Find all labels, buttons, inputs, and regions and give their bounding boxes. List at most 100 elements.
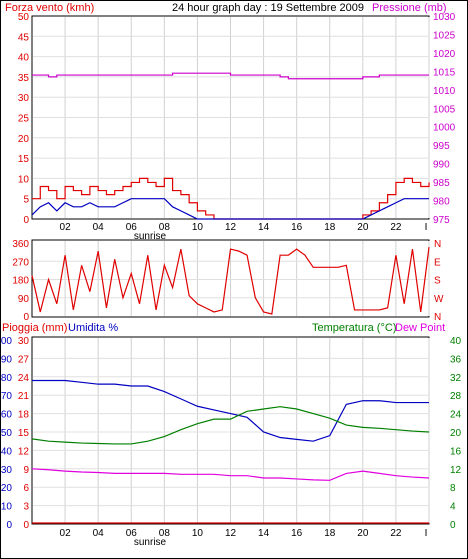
pressure-y-tick: 1030 [433, 12, 456, 23]
x-tick-label: 08 [159, 222, 171, 233]
x-tick-label: 02 [60, 222, 72, 233]
wind-y-tick: 45 [18, 32, 30, 43]
rain-y-tick: 6 [23, 483, 29, 494]
pressure-title: Pressione (mb) [372, 2, 447, 14]
humidity-y-tick: 0 [6, 520, 12, 531]
x-tick-label: 16 [291, 528, 303, 539]
humidity-y-tick: 60 [1, 410, 13, 421]
wind-y-tick: 10 [18, 174, 30, 185]
rain-y-tick: 27 [18, 354, 30, 365]
pressure-y-tick: 990 [433, 160, 450, 171]
x-tick-label: 06 [126, 528, 138, 539]
humidity-y-tick: 90 [1, 354, 13, 365]
humidity-y-tick: 50 [1, 428, 13, 439]
pressure-y-tick: 1000 [433, 123, 456, 134]
humidity-y-tick: 100 [0, 336, 12, 347]
x-tick-label: 08 [159, 528, 171, 539]
x-tick-label: 04 [93, 222, 105, 233]
pressure-y-tick: 1005 [433, 104, 456, 115]
rain-y-tick: 24 [18, 373, 30, 384]
temperature-title: Temperatura (°C) [312, 322, 396, 334]
direction-compass-tick: E [434, 257, 441, 268]
x-tick-label: 18 [324, 528, 336, 539]
pressure-y-tick: 1020 [433, 49, 456, 60]
x-tick-label: I [425, 528, 428, 539]
dew-title: Dew Point [395, 322, 445, 334]
direction-compass-tick: W [434, 294, 444, 305]
rain-y-tick: 3 [23, 502, 29, 513]
rain-y-tick: 12 [18, 446, 30, 457]
wind-y-tick: 15 [18, 154, 30, 165]
sunrise-label: sunrise [134, 231, 167, 242]
x-tick-label: 16 [291, 222, 303, 233]
direction-compass-tick: N [434, 312, 441, 323]
temperature-y-tick: 8 [450, 483, 456, 494]
x-tick-label: 22 [390, 222, 402, 233]
temperature-y-tick: 4 [450, 502, 456, 513]
rain-y-tick: 0 [23, 520, 29, 531]
wind-y-tick: 30 [18, 93, 30, 104]
wind-y-tick: 35 [18, 73, 30, 84]
wind-direction-line [31, 246, 430, 315]
x-tick-label: 18 [324, 222, 336, 233]
direction-y-tick: 270 [12, 257, 29, 268]
humidity-y-tick: 30 [1, 465, 13, 476]
humidity-y-tick: 80 [1, 373, 13, 384]
temperature-line [31, 406, 430, 445]
wind-speed-line [32, 177, 430, 220]
wind-avg-line [31, 198, 429, 220]
rain-y-tick: 15 [18, 428, 30, 439]
temperature-y-tick: 0 [450, 520, 456, 531]
temperature-y-tick: 28 [450, 391, 462, 402]
rain-y-tick: 30 [18, 336, 30, 347]
x-tick-label: 10 [192, 222, 204, 233]
rain-y-tick: 9 [23, 465, 29, 476]
humidity-y-tick: 20 [1, 483, 13, 494]
wind-y-tick: 0 [23, 215, 29, 226]
dew-point-line [31, 468, 430, 481]
x-tick-label: 20 [357, 222, 369, 233]
humidity-y-tick: 10 [1, 502, 13, 513]
pressure-y-tick: 1015 [433, 67, 456, 78]
temperature-y-tick: 40 [450, 336, 462, 347]
temperature-y-tick: 12 [450, 465, 462, 476]
temperature-y-tick: 36 [450, 354, 462, 365]
humidity-y-tick: 40 [1, 446, 13, 457]
x-tick-label: 12 [225, 528, 237, 539]
pressure-line [32, 72, 429, 80]
x-tick-label: 14 [258, 528, 270, 539]
pressure-y-tick: 980 [433, 197, 450, 208]
x-tick-label: 04 [93, 528, 105, 539]
direction-y-tick: 180 [12, 276, 29, 287]
wind-y-tick: 5 [23, 195, 29, 206]
rain-y-tick: 21 [18, 391, 30, 402]
temperature-y-tick: 32 [450, 373, 462, 384]
humidity-line [32, 379, 429, 442]
wind-y-tick: 20 [18, 134, 30, 145]
pressure-y-tick: 985 [433, 178, 450, 189]
direction-y-tick: 360 [12, 239, 29, 250]
x-tick-label: I [425, 222, 428, 233]
direction-compass-tick: S [434, 276, 441, 287]
pressure-y-tick: 995 [433, 141, 450, 152]
wind-y-tick: 50 [18, 12, 30, 23]
chart-title: 24 hour graph day : 19 Settembre 2009 [172, 2, 364, 14]
x-tick-label: 22 [390, 528, 402, 539]
pressure-y-tick: 975 [433, 215, 450, 226]
wind-y-tick: 40 [18, 53, 30, 64]
humidity-y-tick: 70 [1, 391, 13, 402]
x-tick-label: 14 [258, 222, 270, 233]
x-tick-label: 20 [357, 528, 369, 539]
sunrise-label: sunrise [134, 537, 167, 548]
rain-title: Pioggia (mm) [2, 322, 67, 334]
wind-y-tick: 25 [18, 114, 30, 125]
temperature-y-tick: 20 [450, 428, 462, 439]
wind-title: Forza vento (kmh) [5, 2, 94, 14]
x-tick-label: 06 [126, 222, 138, 233]
temperature-y-tick: 16 [450, 446, 462, 457]
pressure-y-tick: 1010 [433, 86, 456, 97]
temperature-y-tick: 24 [450, 410, 462, 421]
direction-compass-tick: N [434, 239, 441, 250]
direction-y-tick: 90 [18, 294, 30, 305]
